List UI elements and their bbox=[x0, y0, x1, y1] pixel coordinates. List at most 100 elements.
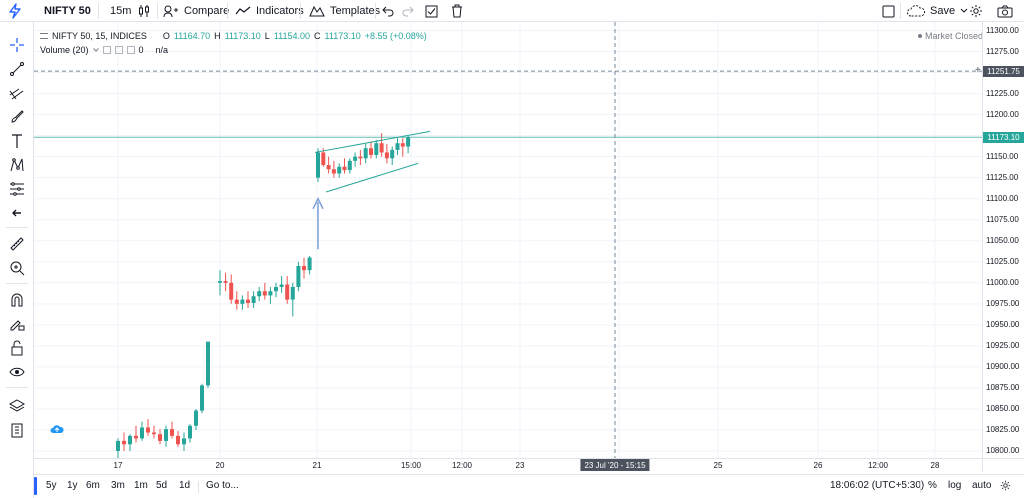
arrow-drawing-head bbox=[312, 197, 324, 210]
candle-body bbox=[268, 291, 273, 296]
goto-date-button[interactable]: Go to... bbox=[206, 480, 239, 491]
arrow-left-icon bbox=[12, 209, 21, 217]
clipboard-icon bbox=[11, 423, 23, 438]
volume-na: n/a bbox=[155, 45, 169, 55]
lock-drawings-button[interactable] bbox=[7, 338, 27, 358]
auto-scale-button[interactable]: auto bbox=[972, 480, 992, 491]
ruler-tool-button[interactable] bbox=[7, 234, 27, 254]
symbol-search-button[interactable]: NIFTY 50 bbox=[44, 5, 91, 17]
legend-settings-icon[interactable] bbox=[40, 33, 48, 39]
fullscreen-button[interactable] bbox=[882, 0, 895, 22]
axis-settings-button[interactable] bbox=[1000, 480, 1011, 494]
time-tick-label: 20 bbox=[215, 461, 225, 470]
tradingview-logo-icon[interactable] bbox=[8, 0, 22, 22]
save-button[interactable]: Save bbox=[907, 0, 968, 22]
clock-timezone[interactable]: 18:06:02 (UTC+5:30) bbox=[830, 480, 925, 491]
prediction-tool-button[interactable] bbox=[7, 179, 27, 199]
pattern-tool-button[interactable] bbox=[7, 155, 27, 175]
zoom-in-button[interactable] bbox=[7, 258, 27, 278]
pitchfork-tool-button[interactable] bbox=[7, 83, 27, 103]
cloud-sync-icon[interactable] bbox=[50, 424, 64, 437]
compare-button[interactable]: Compare bbox=[163, 0, 229, 22]
templates-icon bbox=[309, 5, 325, 17]
price-chart bbox=[34, 22, 982, 458]
last-price-label: 11173.10 bbox=[983, 131, 1024, 143]
price-tick-label: 10850.00 bbox=[986, 403, 1020, 413]
candle-body bbox=[158, 434, 162, 441]
save-label: Save bbox=[930, 5, 956, 17]
price-tick-label: 11225.00 bbox=[986, 88, 1019, 98]
delete-button[interactable] bbox=[451, 0, 463, 22]
legend-close-label: C bbox=[314, 31, 321, 41]
zoom-in-icon bbox=[10, 261, 25, 276]
interval-button[interactable]: 15m bbox=[110, 5, 132, 17]
object-tree-button[interactable] bbox=[7, 396, 27, 416]
candle-body bbox=[200, 385, 204, 411]
templates-label: Templates bbox=[330, 5, 381, 17]
screenshot-check-button[interactable] bbox=[425, 0, 438, 22]
brush-tool-button[interactable] bbox=[7, 107, 27, 127]
cloud-icon bbox=[907, 5, 925, 17]
legend-open-label: O bbox=[162, 31, 170, 41]
candle-body bbox=[384, 152, 389, 159]
price-axis[interactable] bbox=[982, 22, 1024, 458]
range-button-5y[interactable]: 5y bbox=[46, 480, 57, 491]
legend-open-value: 11164.70 bbox=[173, 31, 211, 41]
range-button-5d[interactable]: 5d bbox=[156, 480, 168, 491]
trash-icon bbox=[452, 4, 462, 18]
candle-body bbox=[182, 438, 186, 445]
candle-body bbox=[234, 299, 239, 304]
timeframe-scroll-handle[interactable] bbox=[34, 477, 37, 495]
text-tool-button[interactable] bbox=[7, 131, 27, 151]
crosshair-tool-button[interactable] bbox=[7, 35, 27, 55]
legend-low-label: L bbox=[264, 31, 270, 41]
pitchfork-icon bbox=[9, 88, 24, 100]
add-price-plus-icon[interactable]: + bbox=[975, 65, 981, 76]
time-tick-label: 12:00 bbox=[451, 461, 473, 470]
time-axis[interactable] bbox=[34, 458, 982, 472]
log-scale-button[interactable]: log bbox=[948, 480, 962, 491]
candles-icon bbox=[139, 5, 149, 17]
undo-button[interactable] bbox=[382, 0, 394, 22]
remove-toggle-icon[interactable] bbox=[126, 46, 135, 54]
candle-body bbox=[358, 156, 363, 159]
range-button-6m[interactable]: 6m bbox=[86, 480, 100, 491]
series-legend: NIFTY 50, 15, INDICES O 11164.70 H 11173.1… bbox=[40, 31, 427, 41]
hide-drawings-button[interactable] bbox=[7, 362, 27, 382]
crosshair-icon bbox=[10, 38, 24, 52]
range-button-1d[interactable]: 1d bbox=[179, 480, 191, 491]
candle-body bbox=[285, 284, 290, 300]
snapshot-button[interactable] bbox=[997, 0, 1013, 22]
indicators-button[interactable]: Indicators bbox=[235, 0, 304, 22]
eye-toggle-icon[interactable] bbox=[102, 46, 111, 54]
stay-in-drawing-mode-button[interactable] bbox=[7, 314, 27, 334]
remove-drawings-button[interactable] bbox=[7, 420, 27, 440]
legend-low-value: 11154.00 bbox=[273, 31, 311, 41]
chart-pane[interactable] bbox=[34, 22, 982, 458]
range-button-1y[interactable]: 1y bbox=[67, 480, 78, 491]
templates-button[interactable]: Templates bbox=[309, 0, 380, 22]
candle-body bbox=[279, 284, 284, 288]
price-tick-label: 11300.00 bbox=[986, 25, 1019, 35]
trend-line-tool-button[interactable] bbox=[7, 59, 27, 79]
chart-style-candles-button[interactable] bbox=[137, 0, 151, 22]
magnet-button[interactable] bbox=[7, 290, 27, 310]
candle-body bbox=[400, 143, 405, 147]
hide-toolbar-button[interactable] bbox=[7, 203, 27, 223]
price-tick-label: 11075.00 bbox=[986, 214, 1019, 224]
settings-toggle-icon[interactable] bbox=[114, 46, 123, 54]
price-tick-label: 11150.00 bbox=[986, 151, 1019, 161]
candle-body bbox=[188, 425, 192, 439]
redo-button[interactable] bbox=[402, 0, 414, 22]
percent-scale-button[interactable]: % bbox=[928, 480, 937, 491]
volume-legend: Volume (20) 0 n/a bbox=[40, 45, 168, 55]
trend-line-icon bbox=[10, 62, 24, 76]
settings-button[interactable] bbox=[969, 0, 983, 22]
range-button-3m[interactable]: 3m bbox=[111, 480, 125, 491]
candle-body bbox=[116, 440, 120, 451]
channel-lower-line bbox=[325, 162, 419, 193]
time-tick-label: 12:00 bbox=[867, 461, 889, 470]
range-button-1m[interactable]: 1m bbox=[134, 480, 148, 491]
pencil-lock-icon bbox=[10, 320, 25, 331]
layers-icon bbox=[9, 399, 25, 412]
